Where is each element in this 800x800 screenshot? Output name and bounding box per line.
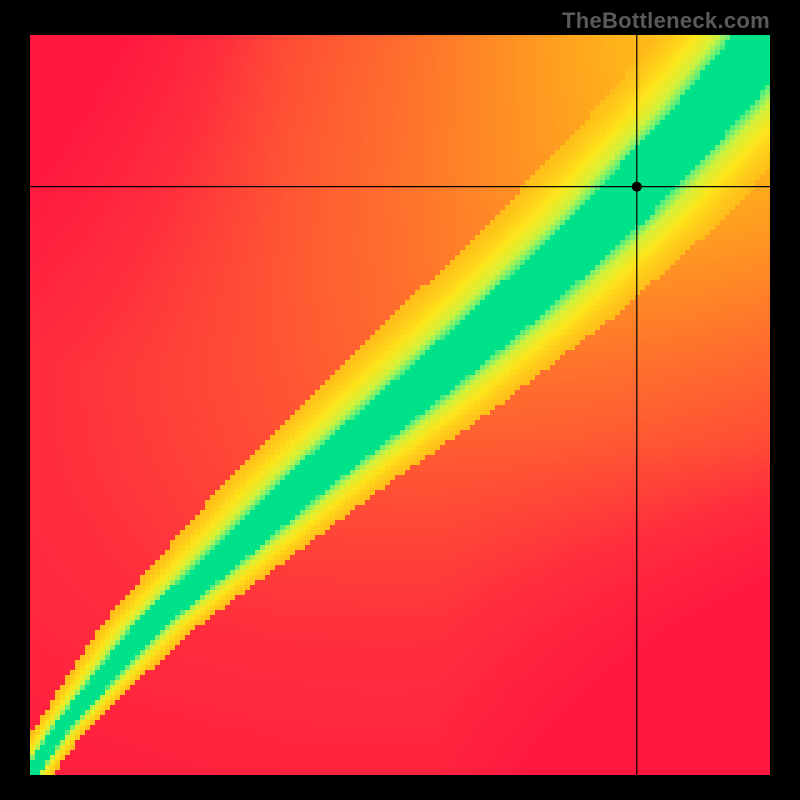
chart-container: TheBottleneck.com: [0, 0, 800, 800]
watermark-text: TheBottleneck.com: [562, 8, 770, 34]
plot-area: [30, 35, 770, 775]
heatmap-canvas: [30, 35, 770, 775]
